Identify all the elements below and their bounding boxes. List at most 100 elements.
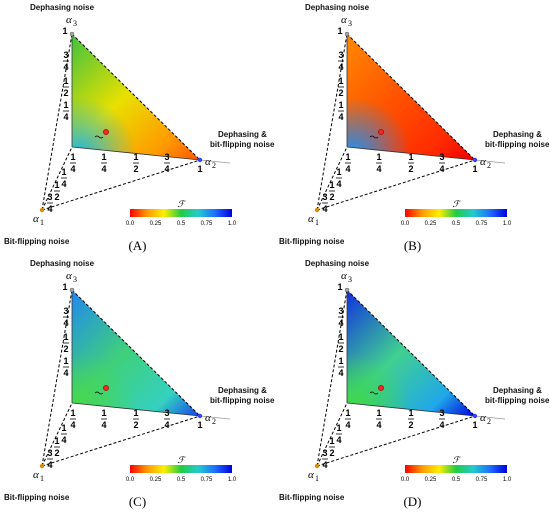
label-dephasing-bitflip-line2: bit-flipping noise — [210, 396, 275, 405]
label-dephasing-noise: Dephasing noise — [30, 3, 95, 12]
edge-alpha1-alpha2 — [41, 159, 201, 211]
vertex-alpha1-marker — [39, 207, 45, 213]
tick-alpha3-2-numerator: 1 — [338, 356, 343, 366]
label-dephasing-bitflip-line1: Dephasing & — [218, 130, 267, 139]
panel-caption: (A) — [128, 238, 147, 253]
tick-alpha2-2: 12 — [408, 152, 414, 174]
tick-alpha2-0-numerator: 1 — [345, 408, 350, 418]
label-alpha3-symbol: α — [66, 14, 72, 26]
colorbar-tick-4: 1.0 — [228, 477, 237, 483]
tick-alpha3-1: 12 — [338, 332, 344, 354]
tick-alpha2-1: 14 — [101, 152, 107, 174]
edge-alpha1-center — [316, 146, 348, 211]
colorbar — [130, 209, 232, 217]
tick-alpha1-0: 14 — [336, 167, 342, 189]
tick-alpha2-1-numerator: 1 — [101, 152, 106, 162]
tick-alpha3-1-denominator: 2 — [338, 344, 343, 354]
axis-extension — [199, 159, 231, 164]
fidelity-surface-shade — [72, 34, 200, 160]
tick-alpha1-1: 12 — [329, 436, 335, 458]
colorbar-tick-3: 0.75 — [476, 221, 488, 227]
tick-alpha3-0-denominator: 4 — [63, 62, 68, 72]
tick-alpha2-3-denominator: 4 — [164, 164, 169, 174]
colorbar-tick-3: 0.75 — [201, 477, 213, 483]
tick-alpha2-2: 12 — [133, 408, 139, 430]
tick-alpha3-0: 34 — [63, 306, 69, 328]
axis-extension — [199, 415, 231, 420]
tilde-mark — [369, 135, 379, 139]
colorbar-tick-2: 0.5 — [452, 221, 461, 227]
tick-alpha3-0-denominator: 4 — [63, 318, 68, 328]
tick-alpha2-3-numerator: 3 — [164, 408, 169, 418]
diagram-c: Dephasing noise Dephasing &bit-flipping n… — [4, 259, 275, 502]
tick-alpha2-3-denominator: 4 — [164, 420, 169, 430]
tick-alpha2-2-numerator: 1 — [408, 152, 413, 162]
colorbar-title: ℱ — [177, 455, 186, 465]
label-alpha2-subscript: 2 — [487, 417, 491, 426]
tick-alpha3-1-numerator: 1 — [338, 76, 343, 86]
label-alpha2-symbol: α — [205, 412, 211, 424]
tick-alpha2-3-numerator: 3 — [439, 408, 444, 418]
vertex-alpha2-marker — [472, 157, 478, 163]
vertex-alpha1-marker — [39, 463, 45, 469]
tick-alpha2-1-denominator: 4 — [376, 420, 381, 430]
edge-alpha1-center — [316, 402, 348, 467]
tick-alpha3-2: 14 — [63, 100, 69, 122]
tick-alpha1-0-numerator: 1 — [336, 423, 341, 433]
tick-alpha2-1-numerator: 1 — [376, 408, 381, 418]
label-alpha3-symbol: α — [66, 270, 72, 282]
tick-alpha1-0: 14 — [61, 423, 67, 445]
tick-alpha2-0: 14 — [345, 408, 351, 430]
colorbar-title: ℱ — [452, 455, 461, 465]
tick-alpha2-2: 12 — [133, 152, 139, 174]
tick-alpha3-1: 12 — [338, 76, 344, 98]
tick-alpha1-2-denominator: 4 — [322, 460, 327, 470]
edge-alpha1-center — [41, 146, 73, 211]
fidelity-surface-shade — [72, 290, 200, 416]
tick-alpha1-0-numerator: 1 — [61, 167, 66, 177]
tick-alpha3-one: 1 — [62, 282, 67, 292]
label-bit-flipping-noise: Bit-flipping noise — [279, 237, 345, 246]
axis-extension — [474, 415, 506, 420]
tick-alpha3-2: 14 — [63, 356, 69, 378]
diagram-b: Dephasing noise Dephasing &bit-flipping n… — [279, 3, 550, 246]
tick-alpha2-0: 14 — [345, 152, 351, 174]
tick-alpha3-2-denominator: 4 — [63, 112, 68, 122]
tick-alpha1-2-numerator: 3 — [322, 448, 327, 458]
tick-alpha2-0-denominator: 4 — [70, 420, 75, 430]
colorbar — [405, 209, 507, 217]
colorbar — [405, 465, 507, 473]
tick-alpha2-0-numerator: 1 — [70, 408, 75, 418]
label-dephasing-bitflip-line2: bit-flipping noise — [210, 140, 275, 149]
tick-alpha1-1-denominator: 2 — [329, 192, 334, 202]
tick-alpha2-1-denominator: 4 — [376, 164, 381, 174]
optimal-point-marker — [103, 129, 109, 135]
label-alpha1-symbol: α — [308, 469, 314, 481]
label-alpha2-symbol: α — [205, 156, 211, 168]
edge-alpha1-alpha2 — [41, 415, 201, 467]
colorbar-tick-0: 0.0 — [126, 221, 135, 227]
tick-alpha1-2: 34 — [322, 192, 328, 214]
tick-alpha1-2: 34 — [47, 448, 53, 470]
tilde-mark — [94, 391, 104, 395]
tick-alpha2-2-numerator: 1 — [408, 408, 413, 418]
tick-alpha2-3-numerator: 3 — [439, 152, 444, 162]
tick-alpha1-0: 14 — [61, 167, 67, 189]
tick-alpha2-2-denominator: 2 — [133, 164, 138, 174]
tick-alpha2-one: 1 — [472, 164, 477, 174]
tick-alpha1-1-denominator: 2 — [54, 448, 59, 458]
vertex-alpha1-marker — [314, 207, 320, 213]
optimal-point-marker — [103, 385, 109, 391]
tick-alpha3-1-denominator: 2 — [338, 88, 343, 98]
tick-alpha2-1-denominator: 4 — [101, 420, 106, 430]
tick-alpha1-1-numerator: 1 — [329, 436, 334, 446]
tick-alpha3-0: 34 — [63, 50, 69, 72]
tick-alpha1-0-denominator: 4 — [61, 179, 66, 189]
vertex-alpha3-marker — [344, 287, 350, 293]
